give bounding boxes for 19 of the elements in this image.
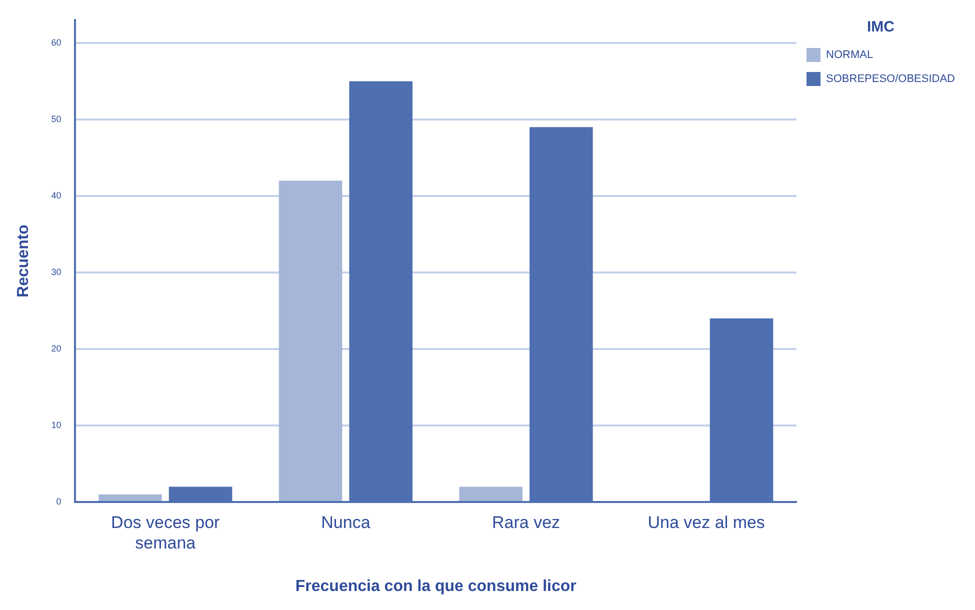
bar — [98, 494, 162, 501]
y-tick-label: 30 — [51, 266, 62, 277]
x-tick-label: Una vez al mes — [648, 512, 765, 532]
y-tick-label: 10 — [51, 420, 62, 430]
y-tick-label: 60 — [51, 37, 62, 48]
x-tick-label: Nunca — [321, 512, 371, 532]
legend-title: IMC — [867, 18, 895, 36]
y-tick-label: 0 — [56, 496, 62, 506]
legend-label: NORMAL — [826, 49, 874, 62]
x-tick-label: Rara vez — [492, 512, 560, 532]
x-tick-label: Dos veces por semana — [111, 512, 220, 552]
legend-label: SOBREPESO/OBESIDAD — [826, 73, 956, 86]
y-tick-label: 20 — [51, 343, 62, 354]
y-tick-label: 50 — [51, 114, 62, 124]
x-axis-title: Frecuencia con la que consume licor — [295, 578, 576, 595]
y-tick-label: 40 — [51, 190, 62, 200]
bar — [459, 486, 523, 501]
bar — [278, 180, 342, 501]
y-axis-title: Recuento — [15, 224, 32, 298]
